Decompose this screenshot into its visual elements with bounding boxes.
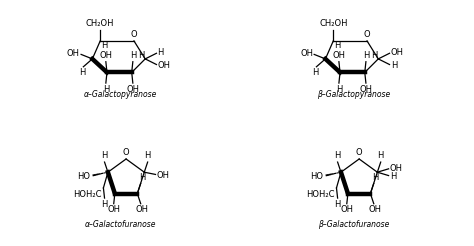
Text: H: H: [377, 151, 384, 160]
Text: HOH₂C: HOH₂C: [306, 190, 334, 199]
Text: CH₂OH: CH₂OH: [86, 19, 115, 28]
Text: H: H: [157, 48, 164, 57]
Text: β–Galactofuranose: β–Galactofuranose: [318, 220, 389, 229]
Text: OH: OH: [300, 49, 313, 58]
Text: O: O: [131, 30, 137, 39]
Text: H: H: [130, 51, 137, 60]
Text: α–Galactopyranose: α–Galactopyranose: [84, 90, 157, 99]
Text: OH: OH: [107, 205, 120, 214]
Text: H: H: [335, 41, 341, 50]
Text: H: H: [335, 151, 341, 160]
Text: HOH₂C: HOH₂C: [73, 190, 101, 199]
Text: O: O: [364, 30, 370, 39]
Text: OH: OH: [100, 51, 112, 60]
Text: H: H: [145, 151, 151, 160]
Text: H: H: [79, 68, 85, 77]
Text: H: H: [336, 85, 342, 94]
Text: OH: OH: [368, 205, 382, 214]
Text: OH: OH: [391, 48, 404, 57]
Text: H: H: [103, 85, 109, 94]
Text: HO: HO: [77, 172, 90, 181]
Text: H: H: [391, 61, 397, 70]
Text: O: O: [123, 148, 129, 157]
Text: H: H: [312, 68, 319, 77]
Text: H: H: [372, 173, 378, 182]
Text: H: H: [101, 41, 108, 50]
Text: H: H: [138, 51, 145, 60]
Text: OH: OH: [390, 164, 403, 173]
Text: OH: OH: [127, 85, 140, 94]
Text: OH: OH: [156, 170, 170, 180]
Text: H: H: [138, 173, 145, 182]
Text: OH: OH: [157, 61, 171, 70]
Text: H: H: [390, 172, 396, 181]
Text: H: H: [335, 200, 341, 209]
Text: OH: OH: [67, 49, 80, 58]
Text: H: H: [371, 51, 377, 60]
Text: H: H: [101, 200, 108, 209]
Text: O: O: [356, 148, 363, 157]
Text: α–Galactofuranose: α–Galactofuranose: [85, 220, 156, 229]
Text: H: H: [363, 51, 370, 60]
Text: OH: OH: [340, 205, 353, 214]
Text: β–Galactopyranose: β–Galactopyranose: [317, 90, 390, 99]
Text: OH: OH: [135, 205, 148, 214]
Text: OH: OH: [360, 85, 373, 94]
Text: HO: HO: [310, 172, 323, 181]
Text: CH₂OH: CH₂OH: [319, 19, 347, 28]
Text: H: H: [101, 151, 108, 160]
Text: OH: OH: [332, 51, 346, 60]
